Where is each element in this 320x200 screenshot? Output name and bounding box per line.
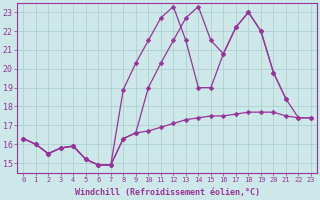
- X-axis label: Windchill (Refroidissement éolien,°C): Windchill (Refroidissement éolien,°C): [75, 188, 260, 197]
